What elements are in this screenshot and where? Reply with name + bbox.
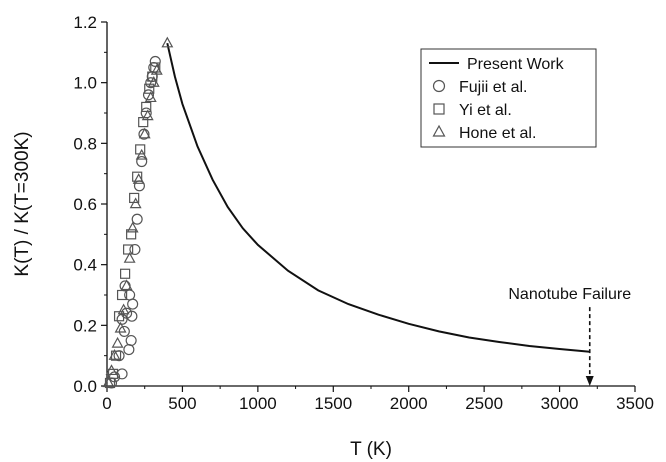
triangle-data-point	[147, 76, 160, 87]
legend-triangle-swatch	[432, 124, 446, 137]
circle-data-point	[126, 310, 138, 322]
legend-circle-swatch	[432, 79, 446, 93]
square-data-point	[116, 289, 128, 301]
circle-data-point	[127, 298, 139, 310]
y-tick-label: 0.6	[73, 195, 97, 214]
legend-box	[420, 48, 597, 148]
triangle-data-point	[117, 303, 130, 315]
legend-label: Hone et al.	[459, 125, 536, 142]
legend-label: Yi et al.	[459, 102, 512, 119]
x-tick-label: 2500	[465, 394, 503, 413]
legend-item: Present Work	[429, 56, 565, 73]
x-tick-label: 2000	[390, 394, 428, 413]
circle-data-point	[145, 77, 157, 89]
circle-data-point	[142, 89, 155, 101]
legend-item: Hone et al.	[432, 124, 536, 142]
triangle-data-point	[135, 148, 148, 160]
circle-data-point	[136, 155, 148, 168]
triangle-data-point	[138, 127, 151, 139]
annotation: Nanotube Failure	[508, 286, 631, 386]
square-data-point	[113, 311, 125, 322]
triangle-data-point	[126, 221, 139, 233]
series-hone-et-al	[102, 36, 174, 388]
failure-marker-arrow	[585, 376, 594, 386]
legend-item: Yi et al.	[433, 102, 512, 119]
y-axis-label: K(T) / K(T=300K)	[12, 131, 33, 276]
series-yi-et-al	[104, 62, 161, 389]
triangle-data-point	[102, 376, 115, 388]
series-present-work	[166, 42, 590, 353]
x-tick-label: 500	[168, 394, 196, 413]
triangle-data-point	[161, 36, 174, 48]
triangle-data-point	[144, 91, 157, 103]
triangle-data-point	[114, 321, 127, 333]
series-fujii-et-al	[105, 55, 161, 389]
triangle-data-point	[129, 197, 142, 209]
triangle-data-point	[141, 109, 154, 121]
square-data-point	[126, 229, 137, 240]
legend-label: Present Work	[467, 56, 565, 73]
y-tick-label: 0.8	[73, 134, 97, 153]
triangle-data-point	[105, 364, 118, 376]
square-data-point	[132, 171, 143, 182]
square-data-point	[123, 244, 134, 255]
triangle-data-point	[150, 63, 163, 75]
triangle-data-point	[120, 279, 133, 291]
y-tick-label: 0.2	[73, 316, 97, 335]
x-tick-label: 1000	[239, 394, 277, 413]
circle-data-point	[123, 344, 135, 356]
y-tick-label: 0.4	[73, 256, 97, 275]
legend-item: Fujii et al.	[432, 79, 527, 96]
x-axis-ticks: 0 500 1000 1500 2000 2500 3000 3500	[102, 386, 654, 413]
circle-data-point	[129, 243, 141, 256]
present-work-line	[166, 42, 590, 353]
y-axis-ticks: 0.0 0.2 0.4 0.6 0.8 1.0 1.2	[73, 13, 107, 396]
x-tick-label: 0	[102, 394, 111, 413]
legend-label: Fujii et al.	[459, 79, 527, 96]
x-tick-label: 1500	[314, 394, 352, 413]
square-data-point	[120, 268, 131, 279]
y-tick-label: 1.0	[73, 74, 97, 93]
triangle-data-point	[123, 251, 136, 263]
plot-area	[102, 36, 590, 389]
square-data-point	[150, 62, 161, 73]
circle-data-point	[125, 334, 137, 347]
triangle-data-point	[108, 349, 121, 360]
failure-annotation-text: Nanotube Failure	[508, 286, 631, 303]
square-data-point	[138, 116, 149, 128]
x-tick-label: 3000	[541, 394, 579, 413]
legend: Present Work Fujii et al. Yi et al. Hone et…	[420, 48, 597, 148]
y-tick-label: 0.0	[73, 377, 97, 396]
circle-data-point	[131, 213, 143, 225]
y-tick-label: 1.2	[73, 13, 97, 32]
x-tick-label: 3500	[616, 394, 654, 413]
circle-data-point	[149, 55, 161, 67]
square-data-point	[144, 83, 155, 94]
x-axis-label: T (K)	[350, 439, 392, 460]
triangle-data-point	[111, 336, 124, 348]
legend-square-swatch	[433, 103, 445, 115]
triangle-data-point	[132, 173, 145, 184]
square-data-point	[141, 101, 152, 113]
